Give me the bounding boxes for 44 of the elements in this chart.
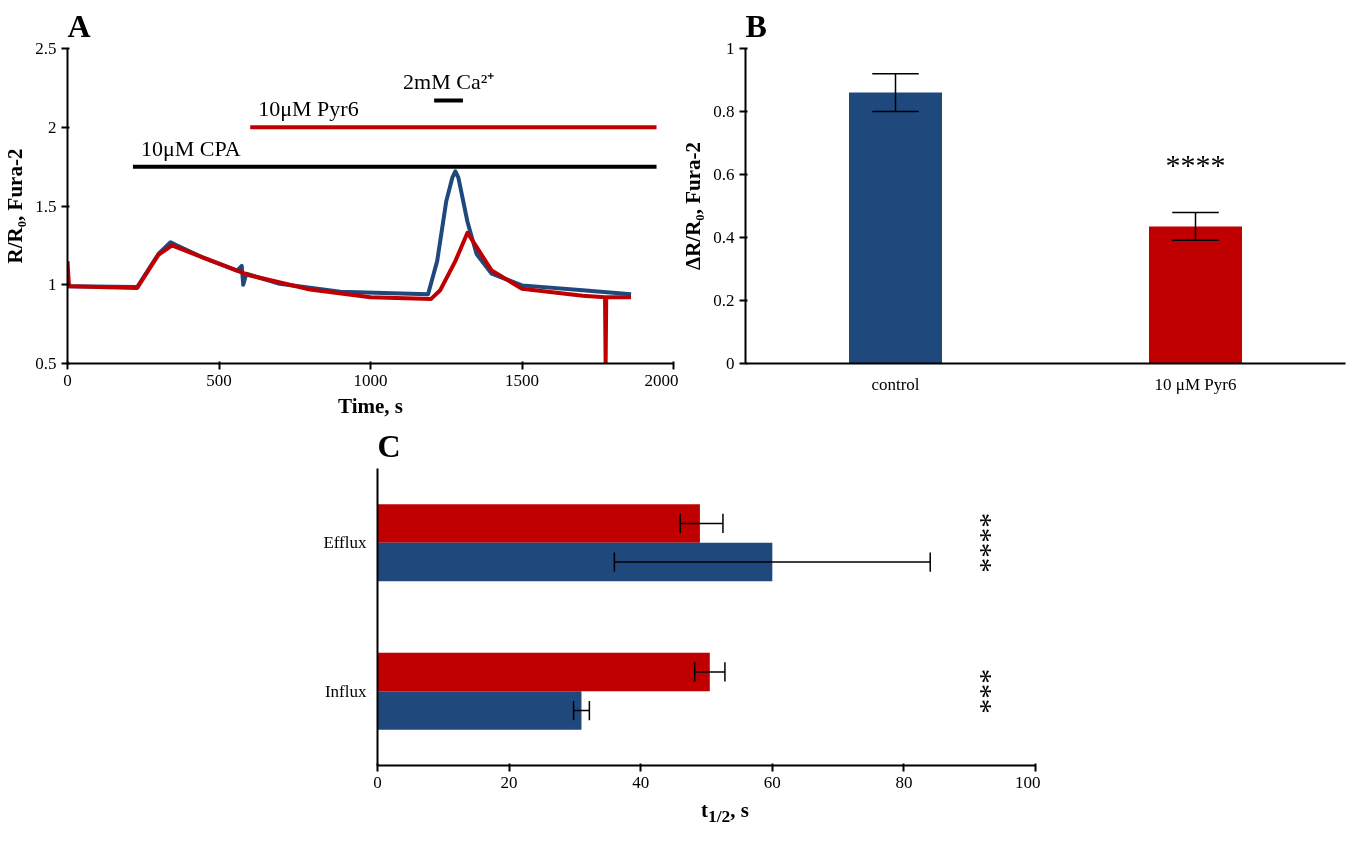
x-axis-title: t$_{1/2}$, s — [700, 797, 750, 829]
bar — [377, 652, 710, 692]
x-tick-label: 1000 — [353, 370, 388, 390]
bar — [377, 542, 773, 582]
x-tick-label: control — [871, 374, 920, 394]
x-tick-label: 0 — [63, 370, 72, 390]
annotation: 10μM Pyr6 — [258, 96, 359, 122]
y-axis-title: R/R₀, Fura-2 — [3, 148, 28, 264]
y-tick-label: 0.6 — [713, 165, 735, 184]
y-tick-label: 0.5 — [35, 354, 57, 373]
annotation: 10μM CPA — [140, 135, 241, 161]
y-tick-label: 0.8 — [713, 102, 735, 121]
chart-title: A — [67, 7, 91, 44]
x-tick-label: 10 μM Pyr6 — [1154, 374, 1237, 394]
y-tick-label: 1 — [726, 39, 735, 58]
bar — [377, 504, 700, 543]
y-tick-label: 2.5 — [35, 39, 57, 58]
x-tick-label: 2000 — [644, 370, 679, 390]
x-tick-label: 80 — [895, 772, 913, 792]
x-tick-label: 20 — [500, 772, 518, 792]
y-tick-label: 0.4 — [713, 228, 735, 247]
y-tick-label: Influx — [324, 681, 367, 701]
chart-title: B — [745, 7, 767, 44]
annotation: **** — [966, 512, 1000, 573]
bar — [377, 691, 582, 730]
x-axis-title: Time, s — [338, 393, 403, 418]
chart-title: C — [377, 427, 401, 464]
x-tick-label: 0 — [373, 772, 382, 792]
y-tick-label: 0 — [726, 354, 735, 373]
x-tick-label: 1500 — [505, 370, 539, 390]
y-tick-label: 1.5 — [35, 196, 57, 216]
y-axis-title: ΔR/R₀, Fura-2 — [681, 142, 706, 270]
annotation: 2mM Ca²⁺ — [403, 69, 495, 95]
x-tick-label: 100 — [1015, 772, 1041, 792]
annotation: *** — [966, 668, 1000, 714]
y-tick-label: 1 — [48, 275, 57, 295]
line-series — [67, 230, 634, 364]
x-tick-label: 500 — [206, 370, 232, 390]
y-tick-label: Efflux — [323, 533, 367, 553]
y-tick-label: 2 — [48, 117, 57, 137]
x-tick-label: 40 — [632, 772, 650, 792]
x-tick-label: 60 — [763, 772, 781, 792]
annotation: **** — [1165, 147, 1226, 181]
y-tick-label: 0.2 — [713, 291, 735, 310]
